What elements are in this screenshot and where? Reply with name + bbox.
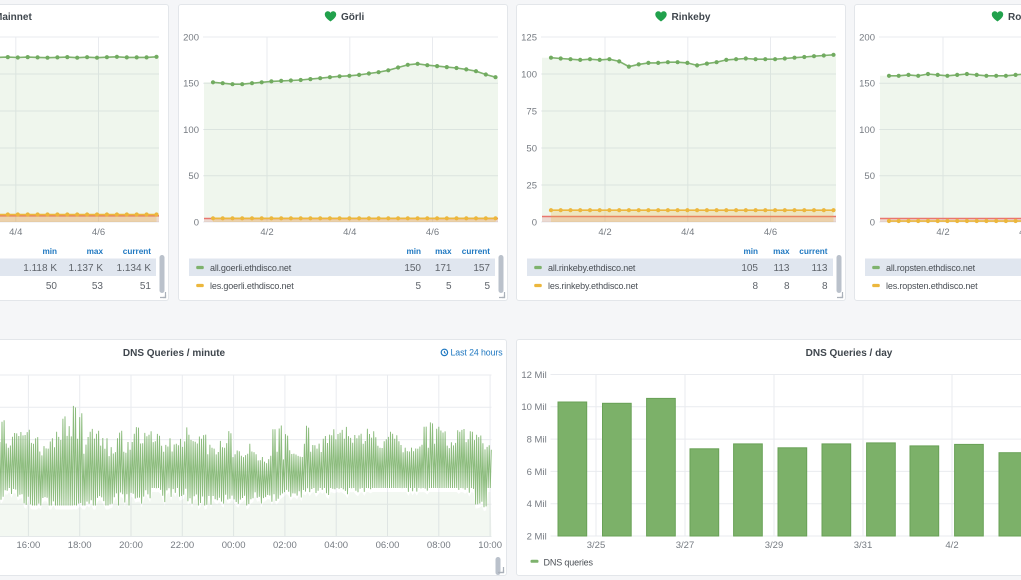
svg-text:150: 150 xyxy=(859,79,875,90)
svg-text:2 Mil: 2 Mil xyxy=(527,531,547,542)
svg-text:50: 50 xyxy=(864,171,875,182)
svg-text:02:00: 02:00 xyxy=(273,540,297,551)
svg-text:min: min xyxy=(743,247,758,256)
svg-text:50: 50 xyxy=(46,281,58,292)
svg-text:4/6: 4/6 xyxy=(426,227,439,238)
svg-text:current: current xyxy=(462,247,490,256)
svg-text:4/4: 4/4 xyxy=(1019,227,1021,238)
svg-text:4/4: 4/4 xyxy=(343,227,356,238)
svg-text:5: 5 xyxy=(484,281,490,292)
svg-text:18:00: 18:00 xyxy=(68,540,92,551)
svg-text:10:00: 10:00 xyxy=(478,540,502,551)
svg-text:4/2: 4/2 xyxy=(945,540,958,551)
svg-text:25: 25 xyxy=(526,180,537,191)
svg-text:5: 5 xyxy=(446,281,452,292)
svg-text:all.ropsten.ethdisco.net: all.ropsten.ethdisco.net xyxy=(886,263,976,273)
svg-text:all.goerli.ethdisco.net: all.goerli.ethdisco.net xyxy=(210,263,292,273)
svg-text:0: 0 xyxy=(870,217,875,228)
svg-text:Last 24 hours: Last 24 hours xyxy=(451,348,504,358)
svg-text:16:00: 16:00 xyxy=(17,540,41,551)
svg-text:53: 53 xyxy=(92,281,104,292)
svg-text:current: current xyxy=(123,247,151,256)
svg-text:50: 50 xyxy=(188,171,199,182)
svg-text:les.ropsten.ethdisco.net: les.ropsten.ethdisco.net xyxy=(886,281,978,291)
svg-text:100: 100 xyxy=(183,125,199,136)
svg-text:6 Mil: 6 Mil xyxy=(527,467,547,478)
svg-text:all.rinkeby.ethdisco.net: all.rinkeby.ethdisco.net xyxy=(548,263,636,273)
svg-text:200: 200 xyxy=(183,32,199,43)
svg-text:105: 105 xyxy=(741,263,758,274)
svg-text:113: 113 xyxy=(774,263,790,274)
svg-text:3/29: 3/29 xyxy=(765,540,784,551)
svg-text:0: 0 xyxy=(532,217,537,228)
svg-text:10 Mil: 10 Mil xyxy=(521,402,546,413)
svg-text:4/4: 4/4 xyxy=(681,227,694,238)
svg-text:100: 100 xyxy=(521,69,537,80)
svg-text:les.rinkeby.ethdisco.net: les.rinkeby.ethdisco.net xyxy=(548,281,638,291)
svg-text:12 Mil: 12 Mil xyxy=(521,370,546,381)
svg-text:DNS Queries / minute: DNS Queries / minute xyxy=(123,348,226,359)
svg-text:DNS Queries / day: DNS Queries / day xyxy=(806,348,893,359)
svg-text:50: 50 xyxy=(526,143,537,154)
svg-text:150: 150 xyxy=(404,263,421,274)
svg-text:100: 100 xyxy=(859,125,875,136)
svg-text:8: 8 xyxy=(822,281,828,292)
svg-text:20:00: 20:00 xyxy=(119,540,143,551)
svg-text:3/31: 3/31 xyxy=(854,540,873,551)
svg-text:1.137 K: 1.137 K xyxy=(69,263,104,274)
svg-text:max: max xyxy=(87,247,104,256)
svg-text:04:00: 04:00 xyxy=(324,540,348,551)
svg-text:1.118 K: 1.118 K xyxy=(23,263,57,274)
svg-text:Mainnet: Mainnet xyxy=(0,12,32,23)
svg-text:75: 75 xyxy=(526,106,537,117)
svg-text:max: max xyxy=(773,247,790,256)
svg-text:4/2: 4/2 xyxy=(598,227,611,238)
svg-text:8: 8 xyxy=(784,281,790,292)
svg-text:4/6: 4/6 xyxy=(764,227,777,238)
svg-text:00:00: 00:00 xyxy=(222,540,246,551)
svg-text:171: 171 xyxy=(435,263,452,274)
svg-text:min: min xyxy=(42,247,57,256)
svg-text:200: 200 xyxy=(859,32,875,43)
svg-text:51: 51 xyxy=(140,281,152,292)
svg-text:max: max xyxy=(435,247,452,256)
svg-text:3/27: 3/27 xyxy=(676,540,695,551)
svg-text:current: current xyxy=(799,247,827,256)
svg-text:157: 157 xyxy=(473,263,490,274)
svg-text:08:00: 08:00 xyxy=(427,540,451,551)
svg-text:4/4: 4/4 xyxy=(9,227,22,238)
svg-text:8: 8 xyxy=(752,281,758,292)
svg-text:Ropsten: Ropsten xyxy=(1008,12,1021,23)
svg-text:4/2: 4/2 xyxy=(260,227,273,238)
svg-text:4 Mil: 4 Mil xyxy=(527,499,547,510)
svg-text:06:00: 06:00 xyxy=(376,540,400,551)
svg-text:Rinkeby: Rinkeby xyxy=(672,12,711,23)
svg-text:0: 0 xyxy=(194,217,199,228)
svg-text:5: 5 xyxy=(415,281,421,292)
svg-text:3/25: 3/25 xyxy=(587,540,606,551)
svg-text:22:00: 22:00 xyxy=(170,540,194,551)
svg-text:DNS queries: DNS queries xyxy=(544,558,594,568)
svg-text:125: 125 xyxy=(521,32,537,43)
svg-text:1.134 K: 1.134 K xyxy=(117,263,152,274)
svg-text:min: min xyxy=(406,247,421,256)
svg-text:4/6: 4/6 xyxy=(92,227,105,238)
svg-text:les.goerli.ethdisco.net: les.goerli.ethdisco.net xyxy=(210,281,294,291)
svg-text:Görli: Görli xyxy=(341,12,365,23)
svg-text:113: 113 xyxy=(812,263,828,274)
svg-text:8 Mil: 8 Mil xyxy=(527,435,547,446)
svg-text:4/2: 4/2 xyxy=(936,227,949,238)
svg-text:150: 150 xyxy=(183,79,199,90)
